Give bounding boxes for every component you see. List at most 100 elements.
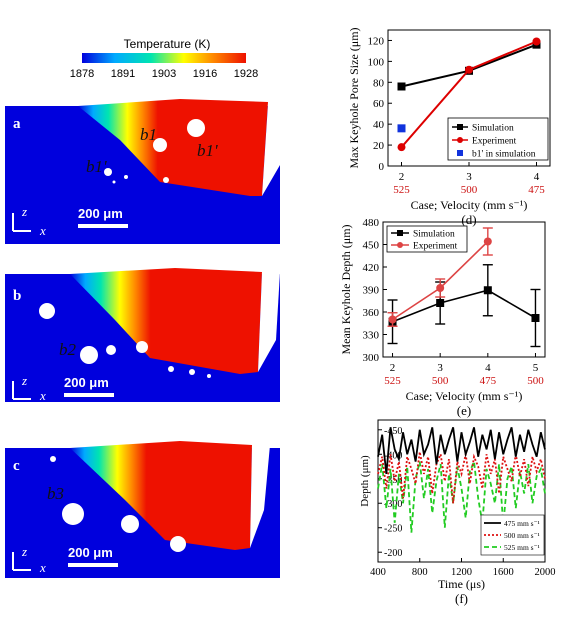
y-tick-label: 480: [363, 217, 380, 229]
series-line: [392, 289, 536, 323]
y-tick-label: 390: [363, 285, 380, 297]
pore: [104, 168, 112, 176]
pore: [121, 515, 139, 533]
y-tick-label: 40: [373, 119, 385, 131]
scale-bar: [64, 393, 114, 397]
x-tick-label: 4: [485, 362, 491, 374]
data-point: [532, 37, 541, 46]
x-tick-label: 3: [466, 171, 472, 183]
pore: [124, 175, 128, 179]
scale-bar: [78, 224, 128, 228]
x-tick-label: 4: [534, 171, 540, 183]
melt-pool: [70, 441, 252, 550]
legend-label: Simulation: [413, 230, 455, 240]
x-tick-label: 1200: [451, 567, 472, 578]
panel-label: b: [13, 288, 21, 304]
panel-label: a: [13, 116, 21, 132]
x-tick-label: 2000: [535, 567, 556, 578]
z-axis-label: z: [21, 373, 27, 388]
pore: [168, 366, 174, 372]
x-subtick-label: 500: [527, 375, 544, 387]
y-tick-label: -400: [384, 450, 402, 461]
panel-label: (f): [455, 591, 468, 606]
keyhole: [258, 272, 280, 372]
melt-pool: [70, 268, 262, 374]
legend-box: [480, 514, 545, 556]
colorbar-tick: 1891: [111, 68, 135, 80]
panel-label: c: [13, 458, 20, 474]
y-tick-label: 20: [373, 140, 385, 152]
legend-label: Simulation: [472, 124, 514, 134]
pore-annotation: b1': [86, 157, 107, 176]
pore: [80, 346, 98, 364]
scale-bar-label: 200 μm: [64, 375, 109, 390]
scale-bar: [68, 563, 118, 567]
x-axis-label: x: [39, 560, 46, 575]
y-tick-label: 120: [368, 35, 385, 47]
legend-label: 500 mm s⁻¹: [504, 531, 540, 540]
pore: [106, 345, 116, 355]
pore: [39, 303, 55, 319]
y-axis-title: Mean Keyhole Depth (μm): [339, 224, 353, 354]
y-tick-label: 330: [363, 330, 380, 342]
series-line: [377, 427, 546, 474]
x-subtick-label: 475: [528, 184, 545, 196]
sim-panel-c: c b3 z x 200 μm: [5, 436, 280, 578]
x-tick-label: 5: [533, 362, 539, 374]
pore-annotation: b1': [197, 141, 218, 160]
colorbar-tick: 1903: [152, 68, 176, 80]
y-tick-label: -450: [384, 426, 402, 437]
y-tick-label: -250: [384, 524, 402, 535]
colorbar-title: Temperature (K): [124, 37, 211, 51]
legend-label: Experiment: [413, 242, 458, 252]
legend-box: [447, 117, 549, 161]
panel-label: (e): [457, 403, 471, 418]
z-axis-label: z: [21, 544, 27, 559]
y-tick-label: 420: [363, 262, 380, 274]
x-axis-title: Time (μs): [438, 577, 485, 591]
pore: [50, 456, 56, 462]
x-tick-label: 2: [390, 362, 396, 374]
data-point: [465, 65, 473, 74]
y-tick-label: 60: [373, 98, 385, 110]
legend-label: 475 mm s⁻¹: [504, 519, 540, 528]
data-point: [436, 284, 445, 292]
data-point: [397, 230, 403, 236]
pore: [153, 138, 167, 152]
x-tick-label: 2: [399, 171, 405, 183]
data-point: [457, 137, 463, 143]
x-axis-label: x: [39, 388, 46, 403]
scale-bar-label: 200 μm: [68, 545, 113, 560]
y-tick-label: 360: [363, 307, 380, 319]
data-point: [531, 314, 540, 322]
y-tick-label: 300: [363, 352, 380, 364]
legend-label: 525 mm s⁻¹: [504, 543, 540, 552]
x-subtick-label: 525: [393, 184, 410, 196]
x-subtick-label: 525: [384, 375, 401, 387]
legend-label: b1' in simulation: [472, 150, 536, 160]
data-point: [397, 143, 406, 152]
z-axis-label: z: [21, 204, 27, 219]
pore: [62, 503, 84, 525]
y-tick-label: 450: [363, 240, 380, 252]
pore: [112, 180, 116, 184]
data-point: [457, 150, 463, 156]
x-subtick-label: 500: [461, 184, 478, 196]
sim-panel-b: b b2 z x 200 μm: [5, 262, 280, 403]
y-tick-label: -350: [384, 475, 402, 486]
x-tick-label: 800: [412, 567, 428, 578]
pore-annotation: b2: [59, 340, 77, 359]
x-tick-label: 400: [370, 567, 386, 578]
y-tick-label: 100: [368, 56, 385, 68]
data-point: [457, 124, 463, 130]
panel-label: (d): [461, 212, 476, 227]
y-tick-label: 80: [373, 77, 385, 89]
keyhole: [250, 445, 270, 548]
pore: [187, 119, 205, 137]
x-subtick-label: 475: [480, 375, 497, 387]
legend-label: Experiment: [472, 137, 517, 147]
x-axis-title: Case; Velocity (mm s⁻¹): [406, 389, 523, 403]
pore: [136, 341, 148, 353]
